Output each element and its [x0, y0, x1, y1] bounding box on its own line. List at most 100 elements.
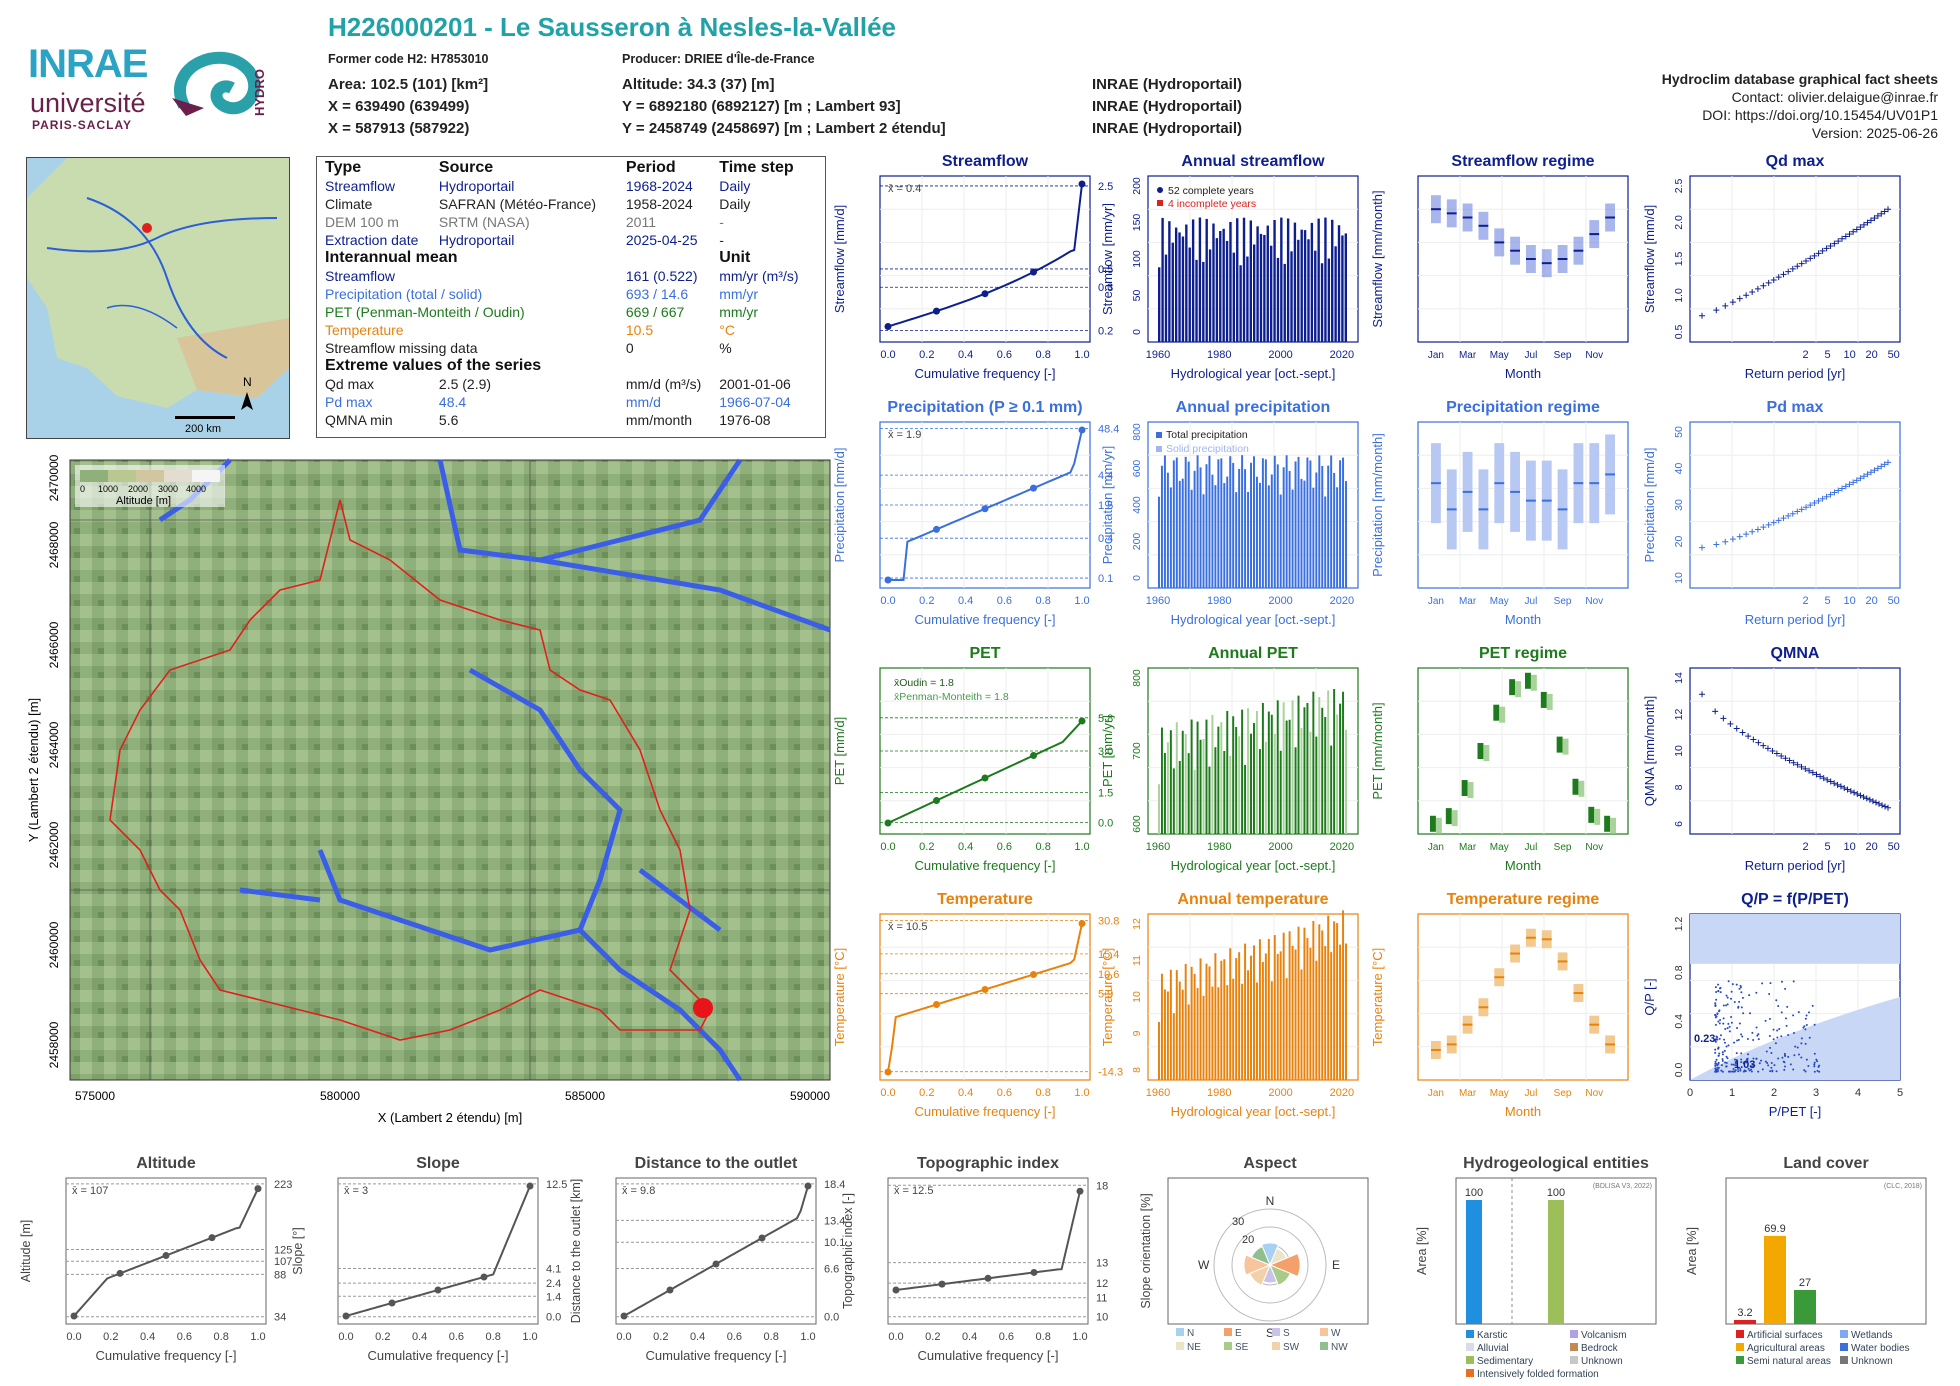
qp-point [1784, 1065, 1787, 1068]
y-tick: 8 [1131, 1067, 1143, 1073]
legend-label: NE [1187, 1342, 1201, 1353]
return-point [1736, 533, 1743, 540]
qp-point [1749, 1012, 1752, 1015]
legend-label: 4 incomplete years [1168, 198, 1256, 210]
qp-point [1734, 1062, 1737, 1065]
y-tick: 0.5 [1673, 325, 1685, 340]
qp-point [1740, 991, 1743, 994]
svg-text:1000: 1000 [98, 484, 118, 494]
bar [1312, 487, 1315, 588]
bar [1341, 235, 1344, 342]
bar [1309, 460, 1312, 588]
bar [1198, 217, 1202, 342]
bar [1300, 229, 1303, 342]
qp-point [1725, 1055, 1728, 1058]
return-point [1871, 215, 1878, 222]
x-axis-label: Hydrological year [oct.-sept.] [1171, 612, 1336, 627]
quantile-point [1078, 180, 1086, 188]
bar [1191, 219, 1195, 342]
qp-point [1781, 1056, 1784, 1059]
bar [1324, 496, 1327, 588]
qp-point [1738, 1000, 1741, 1003]
legend-label: S [1283, 1328, 1290, 1339]
qp-point [1717, 1046, 1720, 1049]
qp-point [1772, 1038, 1775, 1041]
quantile-point [984, 1274, 992, 1282]
qp-point [1780, 1011, 1783, 1014]
bar [1163, 455, 1166, 588]
return-point [1699, 691, 1705, 698]
bar [1330, 455, 1333, 588]
bar [1158, 784, 1160, 834]
bar [1205, 218, 1208, 342]
bar [1255, 982, 1258, 1080]
bar [1324, 716, 1327, 834]
svg-text:X (Lambert 2 étendu) [m]: X (Lambert 2 étendu) [m] [378, 1110, 523, 1125]
qp-point [1758, 1062, 1761, 1065]
qp-point [1750, 1070, 1753, 1073]
page-title: H226000201 - Le Sausseron à Nesles-la-Va… [328, 12, 897, 42]
qp-point [1813, 1052, 1816, 1055]
qp-point [1796, 1046, 1799, 1049]
return-point [1857, 224, 1864, 231]
return-point [1722, 538, 1729, 545]
x-tick: 2000 [1268, 595, 1292, 607]
x-tick: 5 [1824, 595, 1830, 607]
info-table: Type Source Period Time step Streamflow Hyd… [316, 156, 826, 438]
x-tick: 10 [1843, 595, 1855, 607]
month-tick: Mar [1459, 842, 1477, 853]
x-tick: 5 [1824, 349, 1830, 361]
return-point [1745, 733, 1752, 740]
return-point [1823, 493, 1830, 500]
legend-swatch [1570, 1343, 1578, 1351]
bar [1217, 726, 1220, 834]
chart-title: QMNA [1771, 645, 1820, 662]
inrae-logo: INRAE [28, 42, 148, 86]
bar [1247, 708, 1250, 834]
right-tick: 88 [274, 1269, 286, 1281]
bar [1202, 261, 1205, 342]
qp-point [1749, 1065, 1752, 1068]
quantile-point [116, 1269, 124, 1277]
quantile-point [884, 576, 892, 584]
qp-point [1792, 1068, 1795, 1071]
return-point [1739, 729, 1746, 736]
quantile-point [981, 774, 989, 782]
x-tick: 0.0 [338, 1331, 353, 1343]
month-tick: Mar [1459, 350, 1477, 361]
right-tick: 11 [1096, 1293, 1107, 1305]
qp-point [1769, 982, 1772, 985]
x-tick: 1980 [1207, 841, 1231, 853]
bar [1258, 749, 1261, 834]
bar [1266, 225, 1269, 342]
qp-point [1722, 1022, 1725, 1025]
bar [1255, 710, 1258, 834]
bar-value: 27 [1799, 1277, 1811, 1289]
bar-value: 100 [1465, 1187, 1483, 1199]
qp-point [1752, 1057, 1755, 1060]
bar [1246, 256, 1249, 342]
svg-text:3000: 3000 [158, 484, 178, 494]
bar [1178, 981, 1181, 1080]
hydro-logo: HYDRO [172, 51, 267, 116]
svg-text:2464000: 2464000 [47, 721, 61, 768]
chart-title: Altitude [136, 1155, 196, 1172]
qp-point [1738, 987, 1741, 990]
bar [1174, 227, 1178, 342]
return-point [1765, 279, 1772, 286]
legend-swatch [1570, 1330, 1578, 1338]
return-point [1873, 799, 1879, 806]
legend-label: Total precipitation [1166, 429, 1248, 441]
return-point [1789, 510, 1796, 517]
chart-distance: Distance to the outlet Cumulative frequen… [569, 1155, 845, 1363]
x-tick: 0.2 [653, 1331, 668, 1343]
x-tick: 0.0 [616, 1331, 631, 1343]
qp-point [1741, 1035, 1744, 1038]
bar [1160, 973, 1163, 1080]
bar [1238, 468, 1241, 588]
bar [1166, 991, 1169, 1080]
month-tick: Jan [1428, 350, 1444, 361]
x-tick: 1960 [1146, 1087, 1170, 1099]
y-axis-label: Topographic index [-] [841, 1193, 855, 1309]
